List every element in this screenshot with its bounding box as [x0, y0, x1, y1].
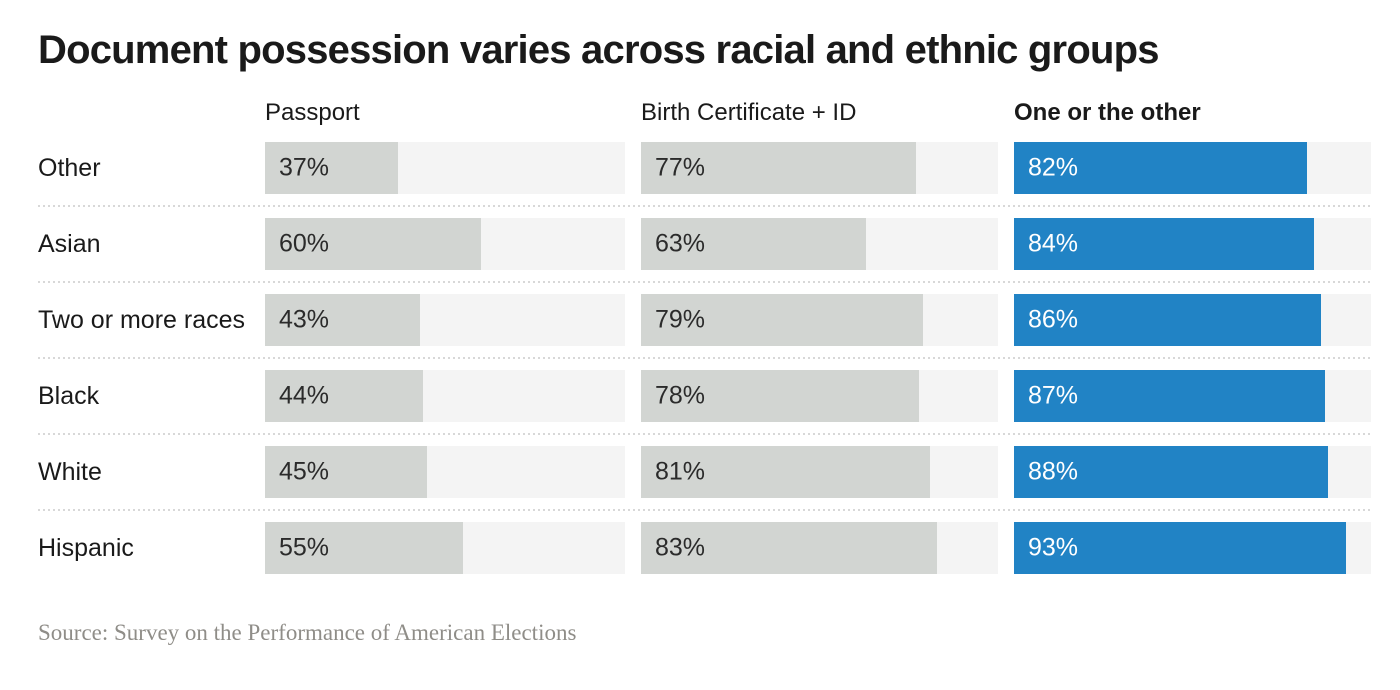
bar-fill	[1014, 294, 1322, 346]
bar-value-label: 81%	[655, 457, 706, 486]
bar-fill	[1014, 142, 1307, 194]
column-header-passport: Passport	[265, 99, 360, 126]
bar-value-label: 63%	[655, 229, 706, 258]
bar-track: 55%	[265, 522, 625, 574]
chart-row: Other 37% 77% 82%	[38, 142, 1371, 194]
bar-fill	[641, 370, 920, 422]
bar-track: 82%	[1014, 142, 1371, 194]
bar-track: 88%	[1014, 446, 1371, 498]
bar-track: 84%	[1014, 218, 1371, 270]
row-label: Two or more races	[38, 306, 246, 334]
bar-track: 78%	[641, 370, 998, 422]
row-separator	[38, 281, 1371, 283]
bar-fill	[641, 218, 866, 270]
bar-track: 77%	[641, 142, 998, 194]
chart-row: Two or more races 43% 79% 86%	[38, 294, 1371, 346]
column-header-one-or-the-other: One or the other	[1014, 99, 1201, 126]
bar-track: 60%	[265, 218, 625, 270]
bar-fill	[265, 522, 463, 574]
row-separator	[38, 433, 1371, 435]
bar-value-label: 78%	[655, 381, 706, 410]
chart-row: Black 44% 78% 87%	[38, 370, 1371, 422]
bar-track: 63%	[641, 218, 998, 270]
chart-row: Hispanic 55% 83% 93%	[38, 522, 1371, 574]
bar-value-label: 45%	[279, 457, 330, 486]
bar-fill	[265, 370, 424, 422]
bar-track: 45%	[265, 446, 625, 498]
bar-value-label: 43%	[279, 305, 330, 334]
bar-fill	[265, 446, 427, 498]
bar-track: 81%	[641, 446, 998, 498]
row-label: Hispanic	[38, 534, 134, 562]
bar-track: 37%	[265, 142, 625, 194]
bar-value-label: 55%	[279, 533, 330, 562]
bar-fill	[1014, 446, 1329, 498]
bar-value-label: 86%	[1028, 305, 1079, 334]
bar-track: 83%	[641, 522, 998, 574]
bar-value-label: 88%	[1028, 457, 1079, 486]
bar-value-label: 93%	[1028, 533, 1079, 562]
bar-fill	[1014, 218, 1314, 270]
bar-value-label: 60%	[279, 229, 330, 258]
chart-rows: Other 37% 77% 82% Asian 60% 63% 84% Two or m…	[38, 142, 1371, 574]
chart-title: Document possession varies across racial…	[38, 28, 1159, 72]
bar-fill	[265, 142, 399, 194]
bar-fill	[641, 522, 938, 574]
bar-fill	[641, 142, 916, 194]
row-label-column-spacer	[38, 98, 249, 128]
bar-track: 87%	[1014, 370, 1371, 422]
row-separator	[38, 357, 1371, 359]
bar-track: 43%	[265, 294, 625, 346]
chart-row: White 45% 81% 88%	[38, 446, 1371, 498]
bar-fill	[265, 218, 481, 270]
row-label: White	[38, 458, 102, 486]
bar-track: 86%	[1014, 294, 1371, 346]
row-separator	[38, 509, 1371, 511]
bar-fill	[641, 294, 924, 346]
column-header-birth-certificate-id: Birth Certificate + ID	[641, 99, 857, 126]
bar-fill	[1014, 522, 1346, 574]
bar-fill	[265, 294, 420, 346]
chart-container: Document possession varies across racial…	[38, 28, 1371, 645]
bar-fill	[641, 446, 931, 498]
row-label: Other	[38, 154, 101, 182]
row-separator	[38, 205, 1371, 207]
bar-value-label: 37%	[279, 153, 330, 182]
bar-track: 79%	[641, 294, 998, 346]
bar-value-label: 83%	[655, 533, 706, 562]
column-headers: Passport Birth Certificate + ID One or t…	[38, 98, 1371, 128]
bar-fill	[1014, 370, 1325, 422]
bar-track: 44%	[265, 370, 625, 422]
bar-value-label: 84%	[1028, 229, 1079, 258]
bar-value-label: 44%	[279, 381, 330, 410]
bar-track: 93%	[1014, 522, 1371, 574]
bar-value-label: 82%	[1028, 153, 1079, 182]
chart-row: Asian 60% 63% 84%	[38, 218, 1371, 270]
bar-value-label: 79%	[655, 305, 706, 334]
source-attribution: Source: Survey on the Performance of Ame…	[38, 620, 577, 645]
row-label: Black	[38, 382, 100, 410]
row-label: Asian	[38, 230, 101, 258]
bar-value-label: 77%	[655, 153, 706, 182]
bar-value-label: 87%	[1028, 381, 1079, 410]
